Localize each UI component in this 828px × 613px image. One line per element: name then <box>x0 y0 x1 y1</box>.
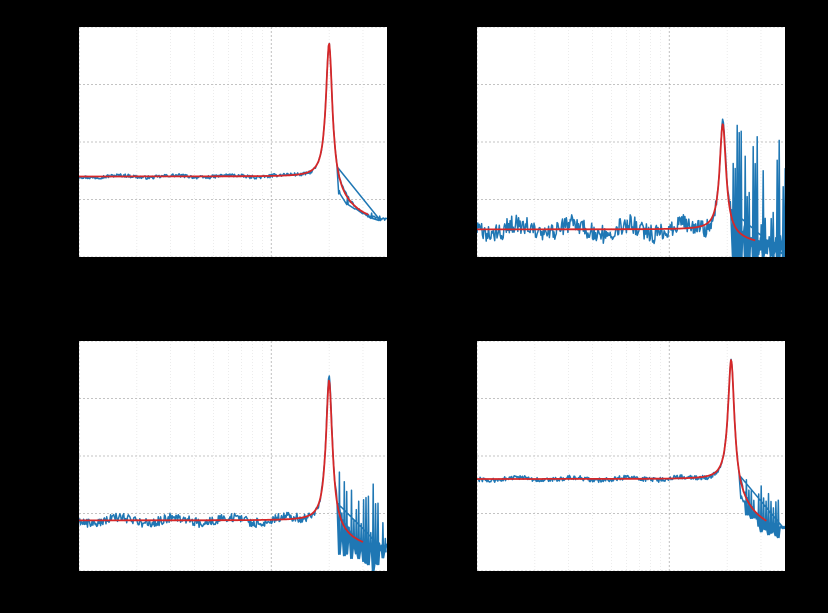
panel-top-left <box>78 26 388 258</box>
chart-svg-bottom-left <box>79 341 387 571</box>
chart-svg-top-left <box>79 27 387 257</box>
panel-bottom-left <box>78 340 388 572</box>
figure-container <box>0 0 828 613</box>
chart-svg-top-right <box>477 27 785 257</box>
panel-top-right <box>476 26 786 258</box>
panel-bottom-right <box>476 340 786 572</box>
chart-svg-bottom-right <box>477 341 785 571</box>
